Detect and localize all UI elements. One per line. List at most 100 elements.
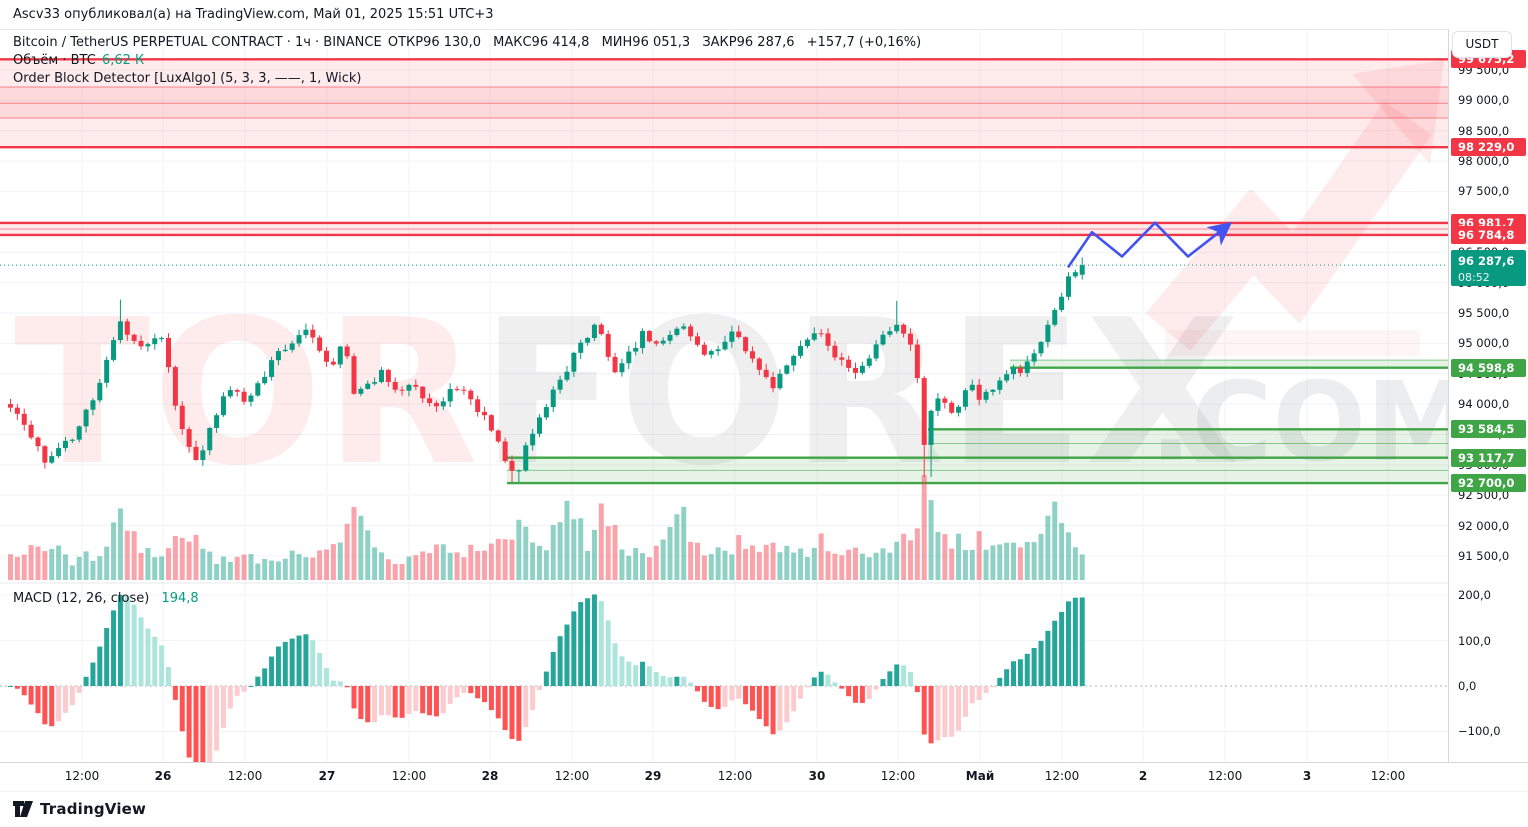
volume-bar: [56, 545, 62, 580]
time-axis-label: 2: [1138, 769, 1148, 783]
macd-histogram-bar: [447, 686, 453, 704]
volume-legend-row[interactable]: Объём · BTC 6,62 К: [13, 52, 921, 70]
symbol-title[interactable]: Bitcoin / TetherUS PERPETUAL CONTRACT · …: [13, 35, 382, 50]
candle-body: [715, 349, 721, 352]
macd-histogram-bar: [550, 652, 556, 686]
candle-body: [701, 344, 707, 355]
candle-body: [454, 389, 460, 391]
volume-bar: [433, 544, 439, 580]
volume-bar: [619, 549, 625, 580]
macd-histogram-bar: [866, 686, 872, 699]
order-block-inner-zone: [0, 87, 1448, 118]
volume-bar: [763, 544, 769, 580]
candle-body: [550, 389, 556, 408]
macd-title: MACD (12, 26, close): [13, 591, 150, 606]
volume-bar: [482, 550, 488, 580]
macd-legend-row[interactable]: MACD (12, 26, close) 194,8: [13, 590, 199, 608]
macd-histogram-bar: [1031, 647, 1037, 686]
macd-histogram-bar: [440, 686, 446, 714]
candle-body: [433, 403, 439, 407]
candle-body: [619, 363, 625, 373]
macd-histogram-bar: [337, 681, 343, 686]
candle-body: [777, 373, 783, 389]
macd-histogram-bar: [749, 686, 755, 711]
current-price-value: 96 287,6: [1458, 254, 1515, 269]
macd-histogram-bar: [296, 635, 302, 686]
macd-histogram-bar: [1011, 661, 1017, 686]
volume-bar: [427, 553, 433, 580]
price-axis[interactable]: 99 500,0 99 000,0 98 500,0 98 000,0 97 500,0…: [1448, 29, 1528, 762]
candle-body: [207, 427, 213, 451]
candle-body: [591, 324, 597, 339]
macd-histogram-bar: [310, 640, 316, 686]
price-chart-svg[interactable]: TORFOREX.COM: [0, 29, 1448, 762]
volume-bar: [69, 565, 75, 580]
macd-histogram-bar: [358, 686, 364, 720]
tradingview-logo[interactable]: TradingView: [12, 799, 146, 819]
volume-bar: [310, 557, 316, 580]
candle-body: [571, 352, 577, 372]
volume-bar: [324, 549, 330, 580]
macd-histogram-bar: [104, 628, 110, 686]
candle-body: [585, 338, 591, 343]
candle-body: [138, 340, 144, 347]
candle-body: [990, 389, 996, 392]
macd-histogram-bar: [921, 686, 927, 735]
candle-body: [406, 384, 412, 391]
macd-histogram-bar: [159, 645, 165, 686]
candle-body: [681, 326, 687, 329]
currency-toggle-button[interactable]: USDT: [1452, 31, 1512, 58]
low-label: МИН: [601, 35, 633, 50]
volume-bar: [337, 542, 343, 580]
macd-axis-label: 200,0: [1458, 588, 1491, 603]
volume-bar: [255, 563, 261, 580]
symbol-legend-row[interactable]: Bitcoin / TetherUS PERPETUAL CONTRACT · …: [13, 34, 921, 52]
chart-plot-area[interactable]: TORFOREX .COM Bitcoin / TetherUS PERPETUA…: [0, 29, 1448, 762]
macd-histogram-bar: [653, 672, 659, 686]
candle-body: [104, 359, 110, 383]
macd-histogram-bar: [701, 686, 707, 702]
candle-body: [969, 384, 975, 391]
macd-histogram-bar: [207, 686, 213, 762]
candle-body: [344, 346, 350, 357]
macd-histogram-bar: [901, 665, 907, 686]
open-label: ОТКР: [387, 35, 424, 50]
time-axis-label: 27: [318, 769, 336, 783]
indicator-legend-row[interactable]: Order Block Detector [LuxAlgo] (5, 3, 3,…: [13, 70, 921, 88]
volume-bar: [729, 554, 735, 580]
macd-histogram-bar: [138, 617, 144, 686]
volume-bar: [880, 548, 886, 580]
high-label: МАКС: [493, 35, 532, 50]
candle-body: [42, 446, 48, 463]
macd-histogram-bar: [942, 686, 948, 738]
time-axis[interactable]: 12:00 26 12:00 27 12:00 28 12:00 29 12:00 30 12:00…: [0, 762, 1528, 792]
volume-bar: [550, 525, 556, 580]
volume-bar: [509, 539, 515, 580]
candle-body: [956, 406, 962, 413]
candle-body: [935, 398, 941, 411]
macd-histogram-bar: [818, 671, 824, 686]
candle-body: [832, 345, 838, 358]
volume-bar: [749, 545, 755, 580]
macd-histogram-bar: [846, 686, 852, 697]
macd-histogram-bar: [907, 672, 913, 686]
candle-body: [468, 390, 474, 400]
candle-body: [399, 389, 405, 391]
macd-histogram-bar: [413, 686, 419, 712]
volume-bar: [804, 556, 810, 580]
macd-histogram-bar: [743, 686, 749, 705]
candle-body: [626, 351, 632, 364]
macd-histogram-bar: [756, 686, 762, 720]
macd-histogram-bar: [976, 686, 982, 701]
watermark-arrow: [1145, 101, 1432, 351]
volume-bar: [591, 529, 597, 580]
volume-bar: [49, 548, 55, 580]
macd-histogram-bar: [179, 686, 185, 732]
macd-histogram-bar: [234, 686, 240, 696]
candle-body: [798, 346, 804, 356]
time-axis-label: Май: [965, 769, 995, 783]
candle-body: [385, 369, 391, 383]
macd-histogram-bar: [420, 686, 426, 714]
volume-bar: [97, 556, 103, 580]
candle-body: [729, 331, 735, 342]
